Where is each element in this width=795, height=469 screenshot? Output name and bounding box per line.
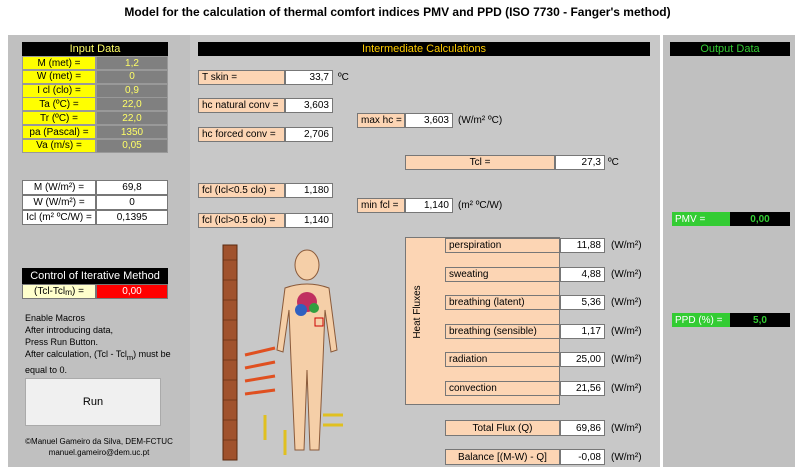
calc-label: hc forced conv = [198,127,285,142]
instruction-text: Press Run Button. [22,336,182,348]
unit: (W/m²) [608,295,653,310]
spreadsheet: Model for the calculation of thermal com… [0,0,795,469]
flux-value: -0,08 [560,449,605,465]
input-value[interactable]: 1,2 [96,56,168,70]
flux-value: 21,56 [560,381,605,396]
derived-value: 0 [96,195,168,210]
instruction-text: Enable Macros [22,312,182,324]
section-header: Intermediate Calculations [198,42,650,56]
heat-flux-box [405,237,560,405]
unit: (W/m²) [608,324,653,339]
flux-value: 1,17 [560,324,605,339]
calc-label: T skin = [198,70,285,85]
unit: (W/m²) [608,449,653,465]
calc-value: 1,140 [405,198,453,213]
derived-value: 0,1395 [96,210,168,225]
input-value[interactable]: 1350 [96,125,168,139]
unit: (W/m²) [608,420,653,436]
unit: (W/m²) [608,267,653,282]
input-label: Tr (ºC) = [22,111,96,125]
output-value: 0,00 [730,212,790,226]
body-figure [215,240,365,465]
input-value[interactable]: 0,05 [96,139,168,153]
calc-value: 3,603 [285,98,333,113]
input-label: pa (Pascal) = [22,125,96,139]
vertical-label: Heat Fluxes [410,287,424,337]
unit: ºC [335,70,415,85]
flux-value: 25,00 [560,352,605,367]
unit: (W/m² ºC) [455,113,535,128]
calc-label: hc natural conv = [198,98,285,113]
calc-value: 33,7 [285,70,333,85]
flux-label: breathing (latent) [445,295,560,310]
flux-label: perspiration [445,238,560,253]
note-text: After calculation, (Tcl - Tcl [25,349,127,359]
calc-label: max hc = [357,113,405,128]
unit: ºC [605,155,635,170]
flux-label: Total Flux (Q) [445,420,560,436]
label-text: (Tcl-Tcl [34,286,65,297]
input-value[interactable]: 22,0 [96,97,168,111]
calc-value: 27,3 [555,155,605,170]
run-button[interactable]: Run [25,378,161,426]
footer-text: manuel.gameiro@dem.uc.pt [8,447,190,458]
unit: (W/m²) [608,352,653,367]
calc-value: 1,180 [285,183,333,198]
unit: (W/m²) [608,381,653,396]
input-label: Ta (ºC) = [22,97,96,111]
flux-value: 69,86 [560,420,605,436]
derived-label: W (W/m²) = [22,195,96,210]
right-panel [663,35,795,467]
calc-value: 2,706 [285,127,333,142]
control-value: 0,00 [96,284,168,299]
output-label: PMV = [672,212,730,226]
output-value: 5,0 [730,313,790,327]
derived-label: M (W/m²) = [22,180,96,195]
input-value[interactable]: 0 [96,70,168,84]
instruction-text: After introducing data, [22,324,182,336]
derived-value: 69,8 [96,180,168,195]
label-text: ) = [72,286,84,297]
subscript: m [65,287,72,297]
unit: (W/m²) [608,238,653,253]
calc-label: fcl (Icl>0.5 clo) = [198,213,285,228]
input-label: Va (m/s) = [22,139,96,153]
flux-label: radiation [445,352,560,367]
flux-value: 4,88 [560,267,605,282]
input-label: I cl (clo) = [22,84,96,98]
input-value[interactable]: 0,9 [96,84,168,98]
calc-label: min fcl = [357,198,405,213]
calc-value: 3,603 [405,113,453,128]
section-header: Control of Iterative Method [22,268,168,284]
calc-label: fcl (Icl<0.5 clo) = [198,183,285,198]
unit: (m² ºC/W) [455,198,535,213]
output-label: PPD (%) = [672,313,730,327]
flux-label: breathing (sensible) [445,324,560,339]
section-header: Output Data [670,42,790,56]
calc-value: 1,140 [285,213,333,228]
flux-value: 5,36 [560,295,605,310]
calc-label: Tcl = [405,155,555,170]
flux-label: Balance [(M-W) - Q] [445,449,560,465]
derived-label: Icl (m² ºC/W) = [22,210,96,225]
input-label: W (met) = [22,70,96,84]
flux-label: convection [445,381,560,396]
flux-label: sweating [445,267,560,282]
input-value[interactable]: 22,0 [96,111,168,125]
instruction-text: After calculation, (Tcl - Tclm) must be … [22,348,182,374]
flux-value: 11,88 [560,238,605,253]
section-header: Input Data [22,42,168,56]
title: Model for the calculation of thermal com… [0,2,795,22]
footer-text: ©Manuel Gameiro da Silva, DEM-FCTUC [8,436,190,447]
input-label: M (met) = [22,56,96,70]
